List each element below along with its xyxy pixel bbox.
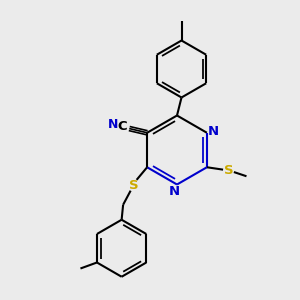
Text: S: S [224, 164, 233, 177]
Text: N: N [208, 125, 219, 138]
Text: N: N [169, 184, 180, 198]
Text: N: N [108, 118, 118, 131]
Text: S: S [129, 179, 138, 192]
Text: C: C [117, 120, 127, 133]
